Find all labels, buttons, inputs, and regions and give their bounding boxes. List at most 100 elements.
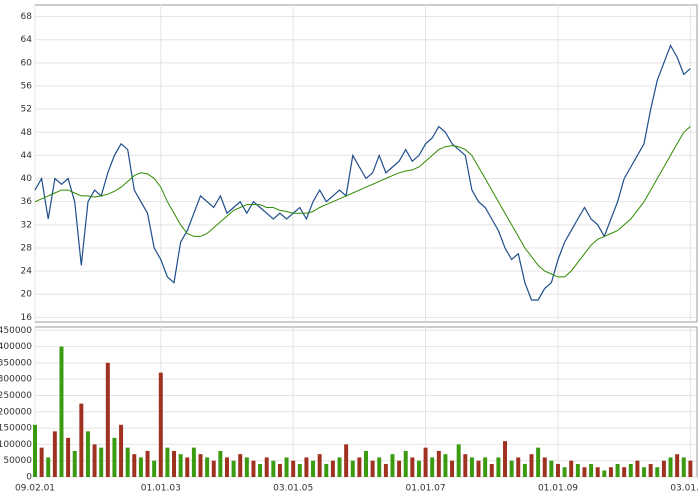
volume-bar (403, 450, 408, 477)
volume-bar (661, 460, 666, 477)
volume-bar (238, 454, 243, 477)
volume-bar (397, 460, 402, 477)
volume-bar (39, 447, 44, 477)
volume-bar (185, 457, 190, 477)
volume-bar (542, 457, 547, 477)
volume-bar (92, 444, 97, 477)
volume-bar (370, 460, 375, 477)
volume-bar (99, 447, 104, 477)
volume-bar (79, 403, 84, 477)
volume-bar (483, 457, 488, 477)
price-panel (34, 4, 698, 323)
volume-bar (635, 460, 640, 477)
volume-bar (608, 467, 613, 477)
x-tick-label: 03.01.05 (273, 484, 313, 494)
volume-bar (602, 470, 607, 477)
volume-bar (178, 454, 183, 477)
volume-bar (337, 457, 342, 477)
volume-bar (423, 447, 428, 477)
y-tick-label: 350000 (0, 358, 32, 368)
volume-bar (681, 457, 686, 477)
volume-bar (46, 457, 51, 477)
volume-bar (277, 463, 282, 477)
volume-bar (284, 457, 289, 477)
volume-bar (648, 463, 653, 477)
volume-bar (72, 450, 77, 477)
volume-bar (145, 450, 150, 477)
volume-bar (463, 454, 468, 477)
y-tick-label: 56 (21, 81, 33, 91)
volume-bar (569, 460, 574, 477)
volume-bar (509, 460, 514, 477)
volume-bar (172, 450, 177, 477)
x-tick-label: 03.01.11 (670, 484, 700, 494)
y-tick-label: 150000 (0, 424, 32, 434)
y-tick-label: 68 (21, 12, 33, 22)
volume-bar (231, 460, 236, 477)
volume-bar (615, 463, 620, 477)
volume-bar (622, 467, 627, 477)
volume-bar (132, 454, 137, 477)
y-tick-label: 60 (21, 58, 33, 68)
volume-bar (66, 437, 71, 477)
volume-bar (476, 460, 481, 477)
y-tick-label: 40 (21, 174, 33, 184)
volume-bar (496, 457, 501, 477)
volume-bar (589, 463, 594, 477)
volume-bar (112, 437, 117, 477)
volume-bar (377, 457, 382, 477)
volume-bar (33, 424, 37, 477)
volume-bar (595, 467, 600, 477)
y-tick-label: 28 (21, 243, 33, 253)
y-tick-label: 50000 (3, 456, 32, 466)
y-tick-label: 100000 (0, 440, 32, 450)
volume-bar (105, 362, 110, 477)
volume-bar (251, 460, 256, 477)
volume-bar (516, 457, 521, 477)
volume-bar (655, 467, 660, 477)
y-tick-label: 52 (21, 105, 32, 115)
volume-bar (224, 457, 229, 477)
volume-bar (529, 454, 534, 477)
volume-bar (469, 457, 474, 477)
volume-bar (264, 457, 269, 477)
x-tick-label: 09.02.01 (15, 484, 55, 494)
volume-bar (562, 467, 567, 477)
y-tick-label: 16 (21, 313, 33, 323)
volume-bar (311, 460, 316, 477)
y-tick-label: 32 (21, 220, 32, 230)
volume-bar (436, 450, 441, 477)
volume-bar (522, 463, 527, 477)
volume-bar (450, 460, 455, 477)
volume-bar (675, 454, 680, 477)
volume-bar (503, 441, 508, 477)
volume-bar (125, 447, 130, 477)
y-tick-label: 44 (21, 151, 33, 161)
y-tick-label: 48 (21, 128, 33, 138)
x-tick-label: 01.01.07 (406, 484, 446, 494)
volume-bar (642, 467, 647, 477)
y-tick-label: 250000 (0, 391, 32, 401)
y-tick-label: 300000 (0, 375, 32, 385)
volume-bar (575, 463, 580, 477)
y-tick-label: 450000 (0, 326, 32, 336)
volume-bar (628, 463, 633, 477)
volume-bar (344, 444, 349, 477)
volume-bar (258, 463, 263, 477)
volume-bar (489, 463, 494, 477)
volume-bar (390, 454, 395, 477)
volume-bar (668, 457, 673, 477)
series-line (34, 126, 691, 278)
volume-bar (357, 457, 362, 477)
y-tick-label: 24 (21, 267, 33, 277)
volume-bar (317, 454, 322, 477)
volume-bar (549, 460, 554, 477)
y-tick-label: 36 (21, 197, 33, 207)
volume-bar (52, 431, 57, 477)
volume-bar (211, 460, 216, 477)
x-tick-label: 01.01.09 (538, 484, 578, 494)
series-line (34, 44, 691, 301)
volume-bar (198, 454, 203, 477)
y-tick-label: 200000 (0, 407, 32, 417)
